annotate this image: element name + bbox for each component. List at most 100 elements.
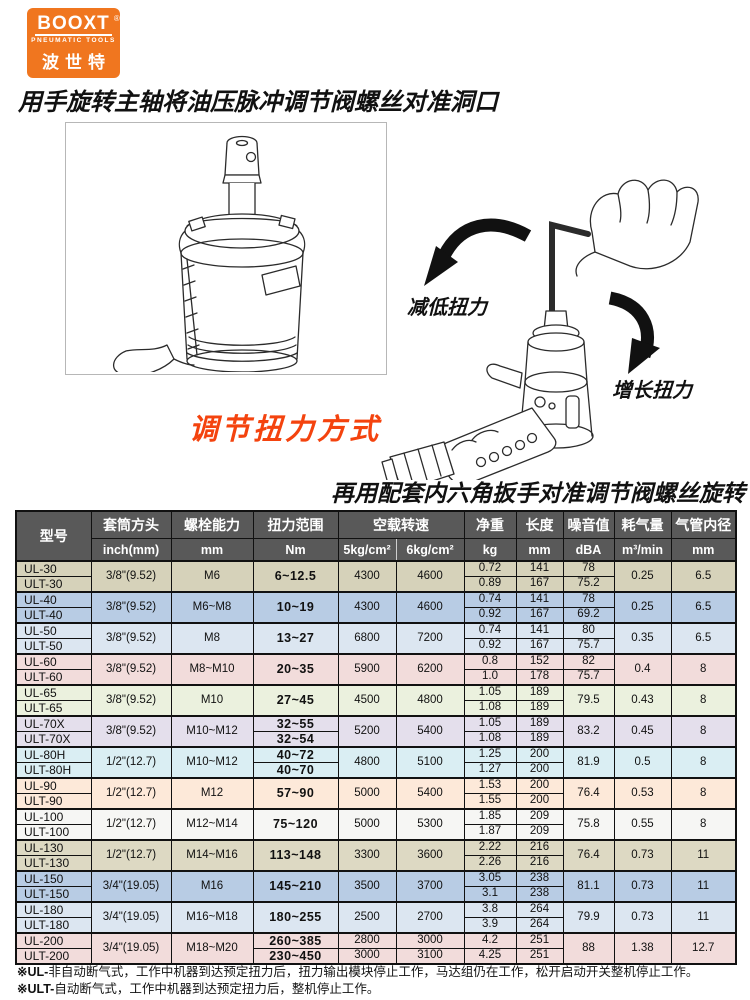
bolt-cell: M8	[170, 622, 254, 655]
model-cell: ULT-50	[15, 638, 92, 655]
speed6-cell: 5400	[395, 715, 465, 748]
model-cell: UL-100	[15, 808, 92, 825]
drive-cell: 3/4"(19.05)	[90, 932, 172, 965]
drive-cell: 1/2"(12.7)	[90, 746, 172, 779]
model-cell: ULT-65	[15, 700, 92, 717]
speed6-cell: 3100	[395, 948, 465, 965]
weight-cell: 0.72	[463, 560, 517, 577]
drive-cell: 3/8"(9.52)	[90, 622, 172, 655]
torque-cell: 145~210	[252, 870, 339, 903]
length-cell: 200	[515, 777, 564, 794]
footnote-ult-text: 自动断气式，工作中机器到达预定扭力后，整机停止工作。	[54, 982, 380, 996]
length-cell: 216	[515, 855, 564, 872]
table-row: UL-80H 1/2"(12.7) M10~M12 40~72 4800 5100 1.25…	[15, 746, 737, 779]
weight-cell: 4.25	[463, 948, 517, 965]
speed6-cell: 3700	[395, 870, 465, 903]
length-cell: 189	[515, 731, 564, 748]
table-row: UL-50 3/8"(9.52) M8 13~27 6800 7200 0.74 141 80 0…	[15, 622, 737, 655]
table-row: UL-130 1/2"(12.7) M14~M16 113~148 3300 3600 2.…	[15, 839, 737, 872]
torque-cell: 260~385	[252, 932, 339, 949]
unit-hose: mm	[670, 538, 737, 562]
table-row: UL-65 3/8"(9.52) M10 27~45 4500 4800 1.05 189 79…	[15, 684, 737, 717]
air-cell: 0.43	[613, 684, 672, 717]
speed5-cell: 3300	[337, 839, 397, 872]
bolt-cell: M8~M10	[170, 653, 254, 686]
torque-cell: 20~35	[252, 653, 339, 686]
torque-cell: 57~90	[252, 777, 339, 810]
weight-cell: 4.2	[463, 932, 517, 949]
model-cell: UL-65	[15, 684, 92, 701]
speed5-cell: 3000	[337, 948, 397, 965]
length-cell: 141	[515, 622, 564, 639]
hose-cell: 8	[670, 808, 737, 841]
torque-cell: 32~54	[252, 731, 339, 748]
noise-cell: 81.1	[562, 870, 615, 903]
noise-cell: 75.7	[562, 669, 615, 686]
decrease-torque-arrow-icon	[424, 218, 532, 286]
model-cell: ULT-100	[15, 824, 92, 841]
unit-torque: Nm	[252, 538, 339, 562]
speed5-cell: 4300	[337, 591, 397, 624]
table-row: UL-150 3/4"(19.05) M16 145~210 3500 3700 3.05 2…	[15, 870, 737, 903]
model-cell: ULT-80H	[15, 762, 92, 779]
noise-cell: 69.2	[562, 607, 615, 624]
bolt-cell: M6	[170, 560, 254, 593]
hose-cell: 11	[670, 839, 737, 872]
model-cell: UL-90	[15, 777, 92, 794]
speed5-cell: 5200	[337, 715, 397, 748]
weight-cell: 0.8	[463, 653, 517, 670]
drive-cell: 1/2"(12.7)	[90, 808, 172, 841]
hose-cell: 8	[670, 684, 737, 717]
spec-table-container: 型号 套筒方头 螺栓能力 扭力范围 空载转速 净重 长度 噪音值 耗气量 气管内…	[15, 510, 737, 965]
weight-cell: 1.05	[463, 684, 517, 701]
length-cell: 209	[515, 808, 564, 825]
speed6-cell: 5300	[395, 808, 465, 841]
air-cell: 0.73	[613, 839, 672, 872]
noise-cell: 78	[562, 591, 615, 608]
footnote-ult: ※ULT-自动断气式，工作中机器到达预定扭力后，整机停止工作。	[17, 981, 733, 998]
torque-cell: 75~120	[252, 808, 339, 841]
air-cell: 0.25	[613, 591, 672, 624]
weight-cell: 0.92	[463, 638, 517, 655]
footnote-ul: ※UL-非自动断气式，工作中机器到达预定扭力后，扭力输出模块停止工作，马达组仍在…	[17, 964, 733, 981]
model-cell: UL-70X	[15, 715, 92, 732]
header-drive: 套筒方头	[90, 510, 172, 539]
length-cell: 152	[515, 653, 564, 670]
hose-cell: 6.5	[670, 591, 737, 624]
noise-cell: 82	[562, 653, 615, 670]
model-cell: ULT-130	[15, 855, 92, 872]
registered-mark: ®	[113, 13, 121, 23]
hose-cell: 11	[670, 870, 737, 903]
length-cell: 167	[515, 576, 564, 593]
bolt-cell: M16~M18	[170, 901, 254, 934]
speed5-cell: 6800	[337, 622, 397, 655]
drive-cell: 3/4"(19.05)	[90, 901, 172, 934]
speed6-cell: 5400	[395, 777, 465, 810]
speed5-cell: 4800	[337, 746, 397, 779]
weight-cell: 0.92	[463, 607, 517, 624]
header-torque: 扭力范围	[252, 510, 339, 539]
decrease-torque-label: 减低扭力	[407, 297, 487, 319]
length-cell: 200	[515, 762, 564, 779]
weight-cell: 1.08	[463, 700, 517, 717]
length-cell: 189	[515, 700, 564, 717]
speed6-cell: 4800	[395, 684, 465, 717]
table-row: UL-180 3/4"(19.05) M16~M18 180~255 2500 2700 3…	[15, 901, 737, 934]
unit-length: mm	[515, 538, 564, 562]
weight-cell: 3.1	[463, 886, 517, 903]
model-cell: UL-130	[15, 839, 92, 856]
air-cell: 0.53	[613, 777, 672, 810]
hose-cell: 8	[670, 746, 737, 779]
weight-cell: 0.74	[463, 591, 517, 608]
weight-cell: 0.89	[463, 576, 517, 593]
hose-cell: 12.7	[670, 932, 737, 965]
weight-cell: 1.55	[463, 793, 517, 810]
noise-cell: 75.2	[562, 576, 615, 593]
hose-cell: 11	[670, 901, 737, 934]
air-cell: 0.73	[613, 870, 672, 903]
torque-cell: 230~450	[252, 948, 339, 965]
speed6-cell: 3000	[395, 932, 465, 949]
drive-cell: 3/8"(9.52)	[90, 684, 172, 717]
spec-table-body: UL-30 3/8"(9.52) M6 6~12.5 4300 4600 0.72 141 78…	[15, 560, 737, 965]
air-cell: 1.38	[613, 932, 672, 965]
